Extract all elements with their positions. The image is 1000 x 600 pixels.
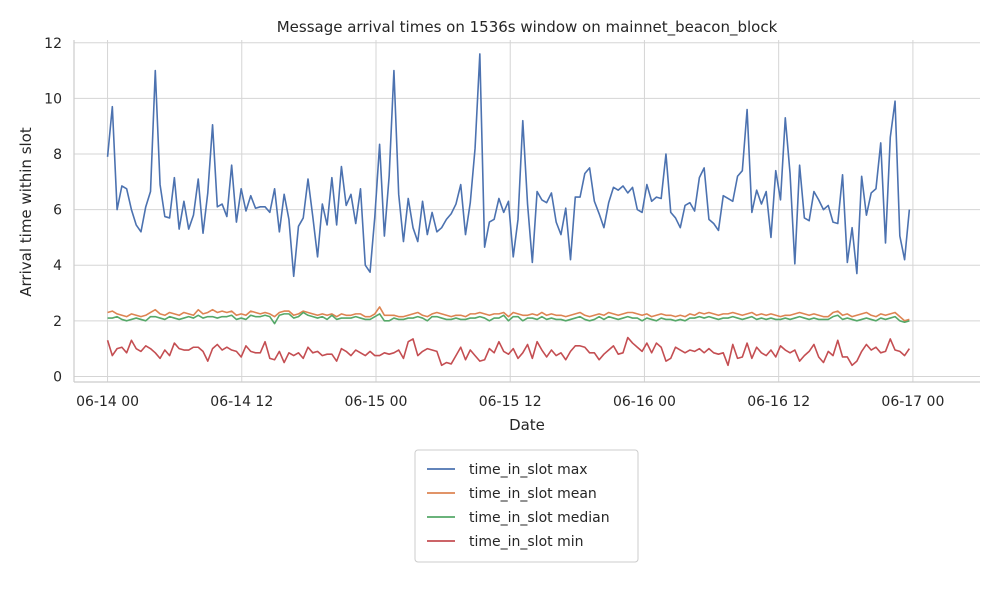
series-group xyxy=(106,53,911,367)
series-line-1 xyxy=(107,306,910,322)
y-tick-label: 2 xyxy=(53,314,62,330)
tick-labels: 0 2 4 6 8 10 12 06-14 00 06-14 12 06-15 00 06-15 1… xyxy=(44,36,944,410)
x-tick-label: 06-17 00 xyxy=(881,394,944,410)
legend-label-3: time_in_slot min xyxy=(469,534,583,550)
legend-label-1: time_in_slot mean xyxy=(469,486,597,502)
axes xyxy=(73,40,980,383)
y-tick-label: 4 xyxy=(53,258,62,274)
series-line-3 xyxy=(106,336,911,367)
legend-label-0: time_in_slot max xyxy=(469,462,588,478)
x-tick-label: 06-14 00 xyxy=(76,394,139,410)
x-tick-label: 06-16 12 xyxy=(747,394,810,410)
x-tick-label: 06-15 00 xyxy=(345,394,408,410)
x-tick-label: 06-16 00 xyxy=(613,394,676,410)
y-tick-label: 8 xyxy=(53,147,62,163)
x-tick-label: 06-14 12 xyxy=(210,394,273,410)
gridlines xyxy=(74,40,980,382)
legend-label-2: time_in_slot median xyxy=(469,510,610,526)
legend: time_in_slot max time_in_slot mean time_in… xyxy=(414,449,639,563)
y-tick-label: 12 xyxy=(44,36,62,52)
x-axis-label: Date xyxy=(509,416,545,434)
y-tick-label: 6 xyxy=(53,203,62,219)
x-tick-label: 06-15 12 xyxy=(479,394,542,410)
y-axis-label: Arrival time within slot xyxy=(17,127,35,297)
legend-frame xyxy=(414,449,639,563)
chart-title: Message arrival times on 1536s window on… xyxy=(277,18,778,37)
y-tick-label: 10 xyxy=(44,91,62,107)
y-tick-label: 0 xyxy=(53,369,62,385)
series-line-0 xyxy=(106,53,911,278)
series-line-2 xyxy=(107,311,910,325)
